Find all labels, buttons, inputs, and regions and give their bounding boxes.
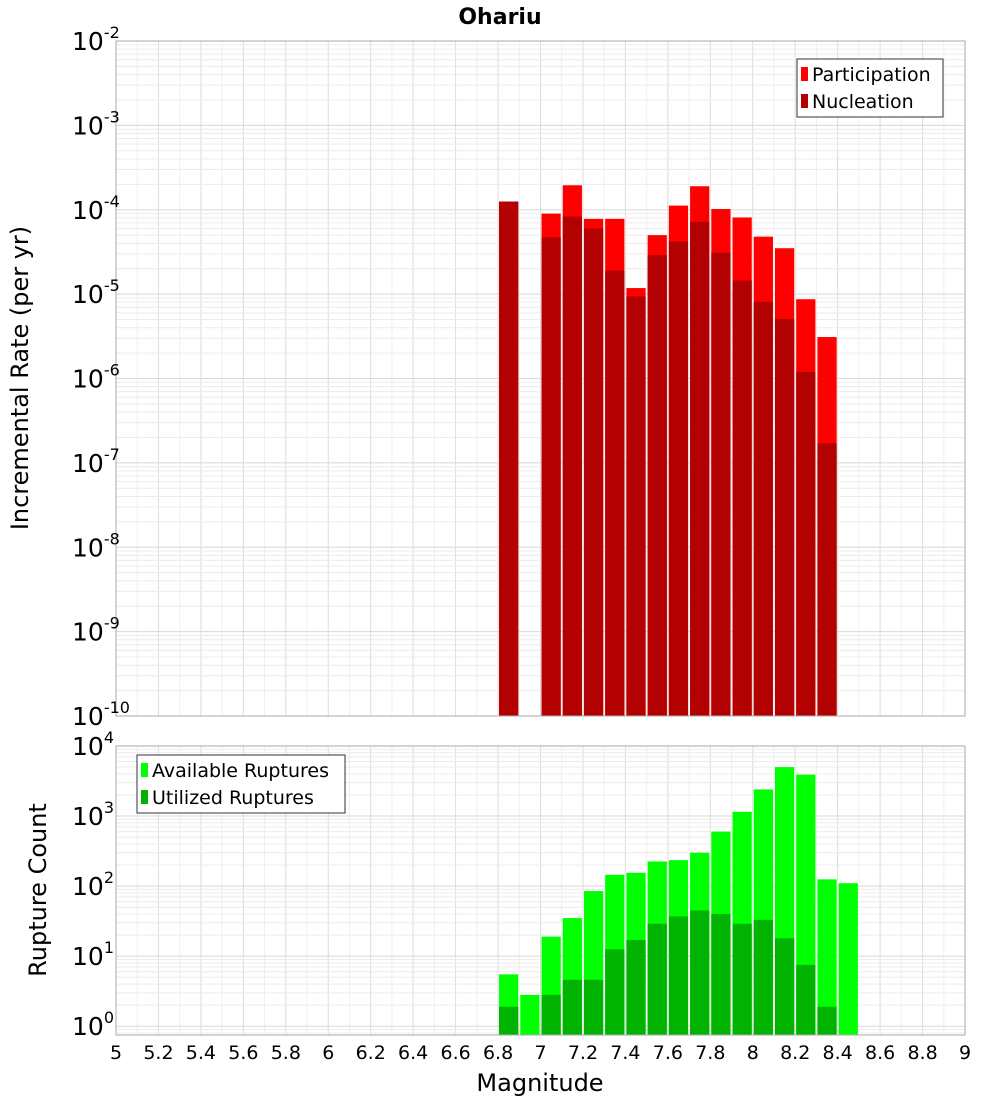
top-bar — [690, 221, 710, 716]
bottom-legend-swatch — [141, 790, 148, 804]
top-bar — [796, 371, 816, 716]
bottom-bar — [817, 879, 837, 1035]
top-bar — [541, 237, 561, 716]
x-tick-label: 8 — [747, 1042, 759, 1064]
top-bar — [605, 270, 625, 716]
x-tick-label: 5.4 — [186, 1042, 216, 1064]
chart-title: Ohariu — [458, 5, 541, 30]
top-bar — [817, 443, 837, 716]
top-legend-swatch — [801, 67, 808, 81]
x-tick-label: 7 — [534, 1042, 546, 1064]
top-y-tick-label: 10-8 — [72, 529, 120, 562]
x-tick-label: 8.2 — [780, 1042, 810, 1064]
bottom-bar — [690, 910, 710, 1035]
bottom-y-tick-label: 100 — [72, 1008, 114, 1041]
top-y-tick-label: 10-4 — [72, 192, 120, 225]
bottom-series-1 — [499, 910, 837, 1035]
bottom-y-tick-label: 101 — [72, 938, 114, 971]
top-bar — [774, 318, 795, 716]
bottom-legend: Available Ruptures Utilized Ruptures — [136, 754, 346, 814]
top-bar — [647, 255, 667, 716]
top-bar — [583, 228, 604, 716]
top-series-1 — [499, 201, 837, 717]
top-y-tick-label: 10-9 — [72, 614, 120, 647]
bottom-bar — [817, 1006, 837, 1035]
x-tick-label: 8.6 — [865, 1042, 895, 1064]
top-legend-swatch — [801, 94, 808, 108]
bottom-panel: 100 101 102 103 104 Available Ruptures Utilize… — [72, 728, 971, 1064]
top-y-axis-label: Incremental Rate (per yr) — [6, 226, 34, 530]
x-tick-label: 7.4 — [610, 1042, 640, 1064]
bottom-bar — [732, 923, 752, 1035]
bottom-y-tick-label: 102 — [72, 868, 114, 901]
top-bar — [562, 216, 582, 716]
top-legend: Participation Nucleation — [796, 58, 944, 118]
bottom-bar — [605, 949, 625, 1035]
top-bar — [668, 241, 689, 717]
x-tick-label: 5.6 — [228, 1042, 258, 1064]
top-legend-box — [796, 58, 944, 118]
top-bar — [499, 201, 519, 716]
bottom-bar — [647, 923, 667, 1035]
top-y-tick-label: 10-2 — [72, 23, 120, 56]
top-y-tick-label: 10-10 — [72, 698, 130, 731]
x-tick-label: 6.6 — [440, 1042, 470, 1064]
bottom-bar — [499, 1006, 519, 1035]
bottom-y-tick-label: 103 — [72, 798, 114, 831]
bottom-bar — [711, 914, 731, 1035]
bottom-bar — [796, 964, 816, 1035]
top-y-tick-label: 10-3 — [72, 107, 120, 140]
bottom-bar — [774, 938, 795, 1035]
top-bar — [711, 252, 731, 716]
bottom-legend-box — [136, 754, 346, 814]
x-tick-label: 7.2 — [568, 1042, 598, 1064]
bottom-legend-label: Available Ruptures — [152, 760, 329, 782]
top-panel: 10-10 10-9 10-8 10-7 10-6 10-5 10-4 10-3 10-2 Par… — [72, 23, 966, 731]
top-bar — [626, 296, 646, 716]
top-legend-label: Participation — [812, 64, 931, 86]
bottom-y-axis-label: Rupture Count — [24, 803, 52, 977]
bottom-y-tick-label: 104 — [72, 728, 114, 761]
x-tick-label: 6.8 — [483, 1042, 513, 1064]
top-legend-label: Nucleation — [812, 91, 914, 113]
bottom-bar — [668, 916, 689, 1035]
x-tick-label: 9 — [959, 1042, 971, 1064]
x-tick-label: 6.4 — [398, 1042, 428, 1064]
bottom-plot-frame — [115, 745, 966, 1036]
x-tick-label: 6.2 — [356, 1042, 386, 1064]
bottom-bar — [626, 940, 646, 1035]
bottom-bar — [838, 883, 858, 1035]
x-tick-label: 6 — [322, 1042, 334, 1064]
x-tick-label: 7.8 — [695, 1042, 725, 1064]
bottom-legend-swatch — [141, 763, 148, 777]
x-tick-label: 5.2 — [143, 1042, 173, 1064]
x-tick-label: 5 — [110, 1042, 122, 1064]
top-y-tick-label: 10-6 — [72, 361, 120, 394]
top-bar — [732, 280, 752, 716]
bottom-bar — [562, 979, 582, 1035]
x-tick-label: 7.6 — [653, 1042, 683, 1064]
top-plot-frame — [115, 40, 966, 717]
x-tick-label: 8.4 — [823, 1042, 853, 1064]
bottom-bar — [541, 994, 561, 1035]
top-y-tick-label: 10-7 — [72, 445, 120, 478]
x-axis-label: Magnitude — [476, 1069, 603, 1097]
x-tick-label: 8.8 — [907, 1042, 937, 1064]
bottom-bar — [753, 919, 773, 1035]
bottom-legend-label: Utilized Ruptures — [152, 787, 314, 809]
top-bar — [753, 301, 773, 716]
top-grid — [115, 40, 966, 717]
top-y-tick-label: 10-5 — [72, 276, 120, 309]
bottom-bar — [520, 994, 540, 1035]
bottom-bar — [583, 979, 604, 1035]
x-tick-label: 5.8 — [271, 1042, 301, 1064]
